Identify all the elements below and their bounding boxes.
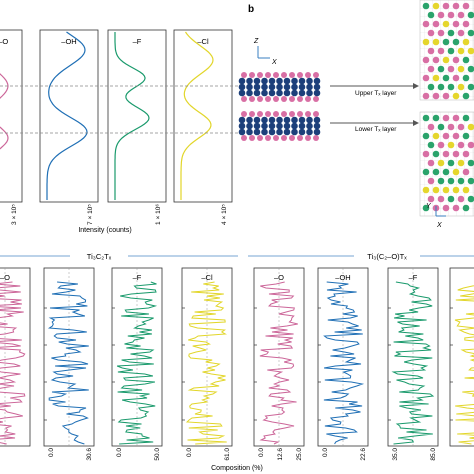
composition-trace [259,281,298,445]
intensity-curve [180,31,214,200]
intensity-panel: =–O 3 × 10⁵ [0,29,23,225]
composition-trace [47,281,89,445]
axis-x2-label: X [436,222,442,229]
lattice-top-view [419,0,474,217]
group-label-right: Ti₃(C₂–O)Tₓ [367,252,407,261]
intensity-curve [114,32,150,200]
intensity-curve [0,73,9,150]
panel-label: –Cl [197,37,209,46]
composition-panel: –Cl 0.0 61.0 [181,267,233,461]
composition-axis-label: Composition (%) [211,465,263,472]
intensity-tick-label: 1 × 10⁶ [155,204,162,225]
intensity-panel: –F 1 × 10⁶ [107,29,167,225]
axis-indicator-yx: Y X [426,203,446,229]
composition-tick-label: 0.0 [48,448,55,457]
composition-panel [449,267,474,447]
composition-tick-label: 0.0 [116,448,123,457]
composition-tick-label: 25.0 [296,448,303,461]
panel-label: –Cl [201,273,213,282]
panel-label: –F [409,273,418,282]
composition-tick-label: 50.0 [154,448,161,461]
composition-panel: 0.0 30.6 [43,267,95,461]
intensity-panels: =–O 3 × 10⁵ –OH 7 × 10⁵ –F 1 × 10⁶ –Cl 4 × 10⁵ [0,29,233,225]
axis-x-label: X [271,59,277,66]
composition-tick-label: 0.0 [322,448,329,457]
composition-trace [391,281,435,445]
composition-tick-label: 61.0 [224,448,231,461]
lower-layer-label: Lower Tₓ layer [355,126,397,133]
panel-label: –OH [335,273,350,282]
group-label-left: Ti₃C₂Tₓ [87,252,112,261]
group-bracket-right: Ti₃(C₂–O)Tₓ [248,252,474,261]
composition-trace [323,281,365,445]
composition-tick-label: 35.0 [392,448,399,461]
composition-panel: –F 35.0 85.0 [387,267,439,461]
composition-tick-label: 12.6 [277,448,284,461]
composition-trace [185,281,227,445]
composition-tick-label: 30.6 [86,448,93,461]
composition-panel: –O 0.0 12.6 25.0 [253,267,305,461]
panel-label: –F [133,37,142,46]
panel-label: –O [274,273,284,282]
intensity-curve [46,31,88,200]
upper-layer-label: Upper Tₓ layer [355,90,397,97]
panel-label: –OH [61,37,76,46]
intensity-panel: –OH 7 × 10⁵ [39,29,99,225]
composition-trace [116,281,158,445]
composition-trace [0,281,26,445]
composition-tick-label: 22.6 [360,448,367,461]
axis-z-label: Z [253,38,259,45]
intensity-tick-label: 4 × 10⁵ [221,204,228,225]
composition-tick-label: 85.0 [430,448,437,461]
panel-b-label: b [248,4,254,15]
panel-label: =–O [0,37,8,46]
composition-panel: –F 0.0 50.0 [111,267,163,461]
intensity-panel: –Cl 4 × 10⁵ [173,29,233,225]
intensity-tick-label: 3 × 10⁵ [11,204,18,225]
intensity-tick-label: 7 × 10⁵ [87,204,94,225]
panel-label: –F [133,273,142,282]
composition-trace [454,285,474,445]
group-bracket-left: Ti₃C₂Tₓ [0,252,238,261]
composition-tick-label: 0.0 [186,448,193,457]
intensity-axis-label: Intensity (counts) [78,227,131,234]
composition-panel: –OH 0.0 22.6 [317,267,369,461]
axis-indicator-zx: Z X [253,38,277,66]
mxene-slabs [238,72,321,141]
composition-panel: –O [0,267,31,447]
axis-y-label: Y [426,203,432,210]
composition-tick-label: 0.0 [258,448,265,457]
composition-panels: –O 0.0 30.6 –F 0.0 50.0 –Cl 0.0 61.0 –O 0.0 12.6 25.… [0,267,474,461]
panel-label: –O [0,273,10,282]
